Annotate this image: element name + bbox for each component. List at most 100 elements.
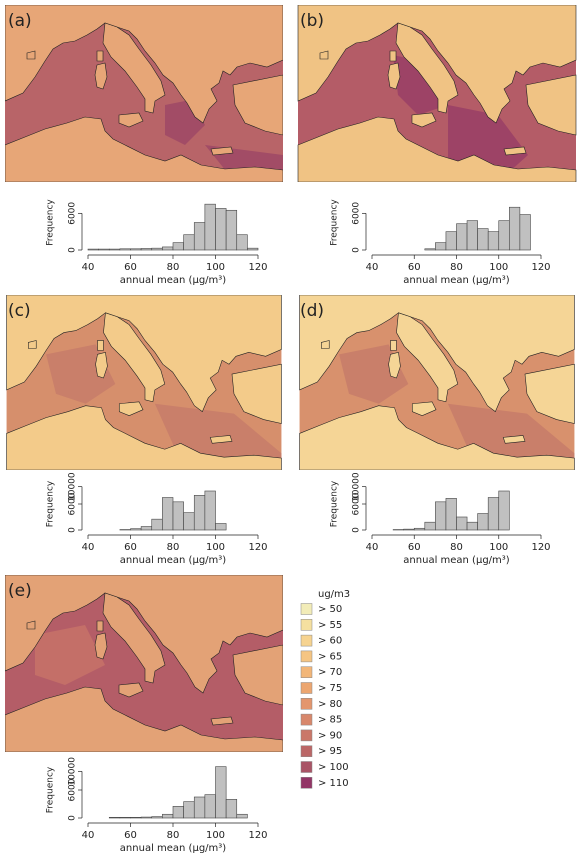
bar	[435, 243, 446, 250]
bar	[205, 795, 216, 818]
legend-swatch	[301, 683, 312, 694]
x-tick-label: 40	[82, 542, 95, 553]
y-tick-label: 6000	[68, 202, 78, 225]
x-tick-label: 80	[167, 542, 180, 553]
bar	[247, 248, 258, 250]
panel-label: (b)	[300, 11, 324, 31]
legend-label: > 55	[318, 620, 342, 631]
legend-label: > 70	[318, 667, 342, 678]
map	[300, 295, 575, 470]
x-tick-label: 120	[248, 830, 267, 841]
bar	[109, 249, 120, 250]
y-tick-label: 0	[68, 527, 78, 533]
legend-swatch	[301, 667, 312, 678]
legend-title: ug/m3	[318, 589, 350, 600]
bar	[446, 232, 457, 250]
x-tick-label: 80	[450, 542, 463, 553]
bar	[184, 802, 195, 818]
bar	[478, 229, 489, 250]
x-tick-label: 40	[366, 262, 379, 273]
bar	[173, 502, 184, 530]
panel-label: (e)	[8, 581, 32, 601]
bar	[194, 797, 205, 818]
x-tick-label: 80	[167, 830, 180, 841]
bar	[467, 522, 478, 530]
y-tick-label: 6000	[352, 202, 362, 225]
bar	[216, 208, 227, 250]
bar	[478, 514, 489, 530]
map	[7, 295, 282, 470]
x-tick-label: 100	[206, 542, 225, 553]
x-axis-label: annual mean (µg/m³)	[120, 843, 226, 854]
x-axis-label: annual mean (µg/m³)	[120, 275, 226, 286]
bar	[237, 814, 248, 818]
bar	[205, 204, 216, 250]
map	[298, 5, 576, 182]
y-tick-label: 0	[68, 815, 78, 821]
bar	[425, 522, 436, 530]
legend-swatch	[301, 746, 312, 757]
legend-swatch	[301, 635, 312, 646]
bar	[446, 498, 457, 530]
bar	[152, 519, 163, 530]
legend-swatch	[301, 698, 312, 709]
x-tick-label: 60	[124, 262, 137, 273]
x-tick-label: 100	[489, 262, 508, 273]
y-axis-label: Frequency	[46, 199, 56, 246]
legend-label: > 100	[318, 762, 349, 773]
bar	[109, 817, 120, 818]
legend-label: > 110	[318, 778, 349, 789]
bar	[499, 491, 510, 530]
legend-label: > 80	[318, 699, 342, 710]
bar	[120, 249, 131, 250]
legend-swatch	[301, 714, 312, 725]
bar	[457, 224, 468, 250]
bar	[488, 498, 499, 531]
bar	[467, 221, 478, 250]
x-tick-label: 120	[248, 542, 267, 553]
legend-label: > 60	[318, 636, 342, 647]
legend-label: > 50	[318, 604, 342, 615]
bar	[226, 799, 237, 818]
legend-label: > 65	[318, 651, 342, 662]
bar	[216, 767, 227, 818]
bar	[404, 529, 415, 530]
y-axis-label: Frequency	[330, 480, 340, 527]
y-tick-label: 10000	[68, 472, 78, 501]
legend-label: > 85	[318, 715, 342, 726]
bar	[194, 223, 205, 251]
legend-label: > 75	[318, 683, 342, 694]
bar	[184, 513, 195, 530]
bar	[131, 249, 142, 250]
legend-label: > 90	[318, 730, 342, 741]
x-tick-label: 100	[489, 542, 508, 553]
bar	[205, 491, 216, 530]
x-tick-label: 80	[167, 262, 180, 273]
bar	[173, 806, 184, 818]
panel-label: (d)	[300, 301, 324, 321]
legend-swatch	[301, 777, 312, 788]
x-tick-label: 120	[248, 262, 267, 273]
bar	[99, 249, 110, 250]
bar	[141, 248, 152, 250]
legend-swatch	[301, 762, 312, 773]
bar	[141, 817, 152, 818]
bar	[425, 249, 436, 250]
y-axis-label: Frequency	[46, 480, 56, 527]
x-tick-label: 60	[408, 262, 421, 273]
bar	[237, 235, 248, 250]
x-tick-label: 80	[450, 262, 463, 273]
bar	[509, 207, 520, 250]
map	[5, 575, 283, 752]
bar	[120, 817, 131, 818]
legend-label: > 95	[318, 746, 342, 757]
legend-swatch	[301, 651, 312, 662]
bar	[184, 235, 195, 250]
y-axis-label: Frequency	[46, 766, 56, 813]
bar	[131, 529, 142, 530]
y-tick-label: 0	[352, 247, 362, 253]
x-tick-label: 40	[366, 542, 379, 553]
bar	[131, 817, 142, 818]
y-tick-label: 0	[68, 247, 78, 253]
x-axis-label: annual mean (µg/m³)	[403, 275, 509, 286]
